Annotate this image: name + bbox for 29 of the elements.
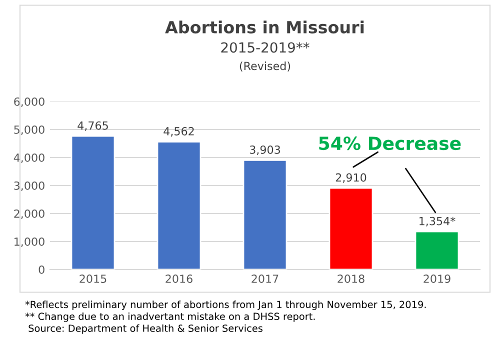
bar (328, 187, 374, 270)
data-label: 4,765 (78, 121, 108, 131)
chart-subtitle: 2015-2019** (221, 42, 310, 53)
data-label: 4,562 (164, 127, 194, 137)
data-label: 1,354* (420, 216, 456, 226)
y-tick-label: 1,000 (14, 237, 44, 248)
y-tick-label: 3,000 (14, 181, 44, 192)
bar (242, 160, 288, 270)
bar (70, 135, 116, 270)
x-tick-label: 2016 (166, 274, 192, 283)
text: (Revised) (240, 62, 290, 72)
data-label: 2,910 (336, 173, 366, 183)
x-tick-label: 2019 (424, 274, 450, 283)
bar (414, 230, 460, 270)
y-tick-label: 0 (38, 265, 44, 274)
x-tick-label: 2015 (80, 274, 106, 283)
data-label: 3,903 (250, 145, 280, 156)
bar (156, 141, 202, 270)
text: Source: Department of Health & Senior Services (28, 324, 262, 334)
y-tick-label: 2,000 (14, 209, 44, 220)
annotation: 54% Decrease (319, 136, 461, 150)
y-tick-label: 5,000 (14, 125, 44, 136)
text: ** Change due to an inadvertant mistake on a DHSS report. (25, 312, 315, 322)
text: *Reflects preliminary number of abortions from Jan 1 through November 15, 2019. (25, 300, 426, 310)
y-tick-label: 6,000 (14, 97, 44, 108)
chart-title: Abortions in Missouri (165, 20, 364, 34)
y-tick-label: 4,000 (14, 153, 44, 164)
x-tick-label: 2017 (252, 274, 278, 283)
x-tick-label: 2018 (338, 274, 364, 283)
